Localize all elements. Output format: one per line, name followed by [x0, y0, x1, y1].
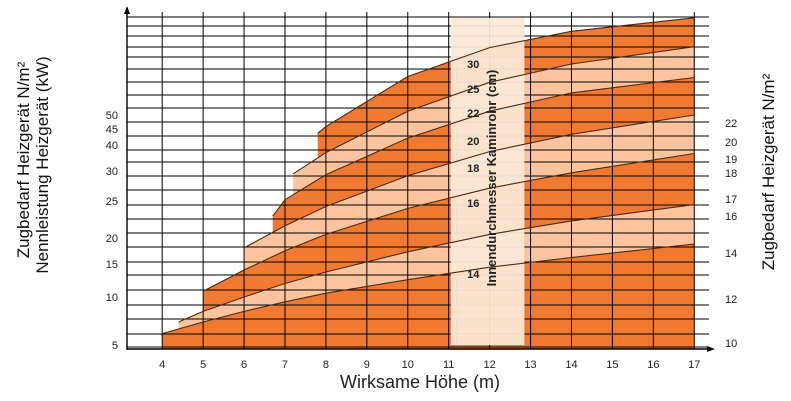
- x-tick-7: 7: [282, 359, 288, 371]
- x-tick-10: 10: [402, 359, 414, 371]
- y-right-tick-17: 17: [725, 194, 737, 206]
- y-left-tick-45: 45: [106, 124, 118, 136]
- curve-25: [292, 46, 695, 175]
- curve-30: [317, 17, 695, 134]
- x-tick-11: 11: [443, 359, 454, 371]
- y-axis-arrow: [124, 6, 130, 14]
- x-tick-14: 14: [565, 359, 577, 371]
- diameter-label-22: 22: [467, 108, 479, 120]
- curve-20: [243, 114, 695, 249]
- y-left-tick-40: 40: [106, 140, 118, 152]
- y-right-tick-18: 18: [725, 168, 737, 180]
- diameter-label-16: 16: [467, 198, 479, 210]
- y-left-tick-10: 10: [106, 292, 118, 304]
- y-right-tick-12: 12: [725, 294, 737, 306]
- y-axis-label-right: Zugbedarf Heizgerät N/m²: [759, 73, 778, 271]
- y-left-tick-50: 50: [106, 110, 118, 122]
- area-base: [162, 244, 695, 349]
- x-tick-13: 13: [524, 359, 536, 371]
- x-tick-17: 17: [688, 359, 700, 371]
- x-tick-15: 15: [606, 359, 618, 371]
- curve-14: [162, 243, 695, 335]
- diameter-label-18: 18: [467, 163, 479, 175]
- curve-16: [178, 204, 695, 323]
- y-right-tick-20: 20: [725, 137, 737, 149]
- x-tick-9: 9: [364, 359, 370, 371]
- y-right-tick-16: 16: [725, 211, 737, 223]
- y-left-tick-15: 15: [106, 259, 118, 271]
- y-left-tick-25: 25: [106, 196, 118, 208]
- y-left-tick-20: 20: [106, 233, 118, 245]
- curve-18: [202, 152, 695, 292]
- x-tick-8: 8: [323, 359, 329, 371]
- x-tick-4: 4: [159, 359, 165, 371]
- x-tick-6: 6: [241, 359, 247, 371]
- x-axis-title: Wirksame Höhe (m): [339, 372, 500, 392]
- curve-22: [272, 76, 695, 217]
- y-right-tick-22: 22: [725, 118, 737, 130]
- y-left-tick-30: 30: [106, 166, 118, 178]
- y-right-tick-10: 10: [725, 338, 737, 350]
- x-tick-16: 16: [647, 359, 659, 371]
- y-left-tick-5: 5: [112, 340, 118, 352]
- y-axis-label-left-outer: Zugbedarf Heizgerät N/m²: [14, 61, 33, 259]
- diameter-label-14: 14: [467, 269, 480, 281]
- x-tick-12: 12: [483, 359, 495, 371]
- y-axis-label-left-inner: Nennleistung Heizgerät (kW): [33, 56, 52, 274]
- diameter-band: [450, 18, 525, 345]
- y-right-tick-14: 14: [725, 248, 737, 260]
- y-right-tick-19: 19: [725, 154, 737, 166]
- band-title: Innendurchmesser Kaminrohr (cm): [484, 70, 499, 287]
- x-axis-arrow: [707, 346, 715, 352]
- diameter-label-30: 30: [467, 59, 479, 71]
- diameter-label-25: 25: [467, 84, 479, 96]
- x-tick-5: 5: [200, 359, 206, 371]
- diameter-label-20: 20: [467, 136, 479, 148]
